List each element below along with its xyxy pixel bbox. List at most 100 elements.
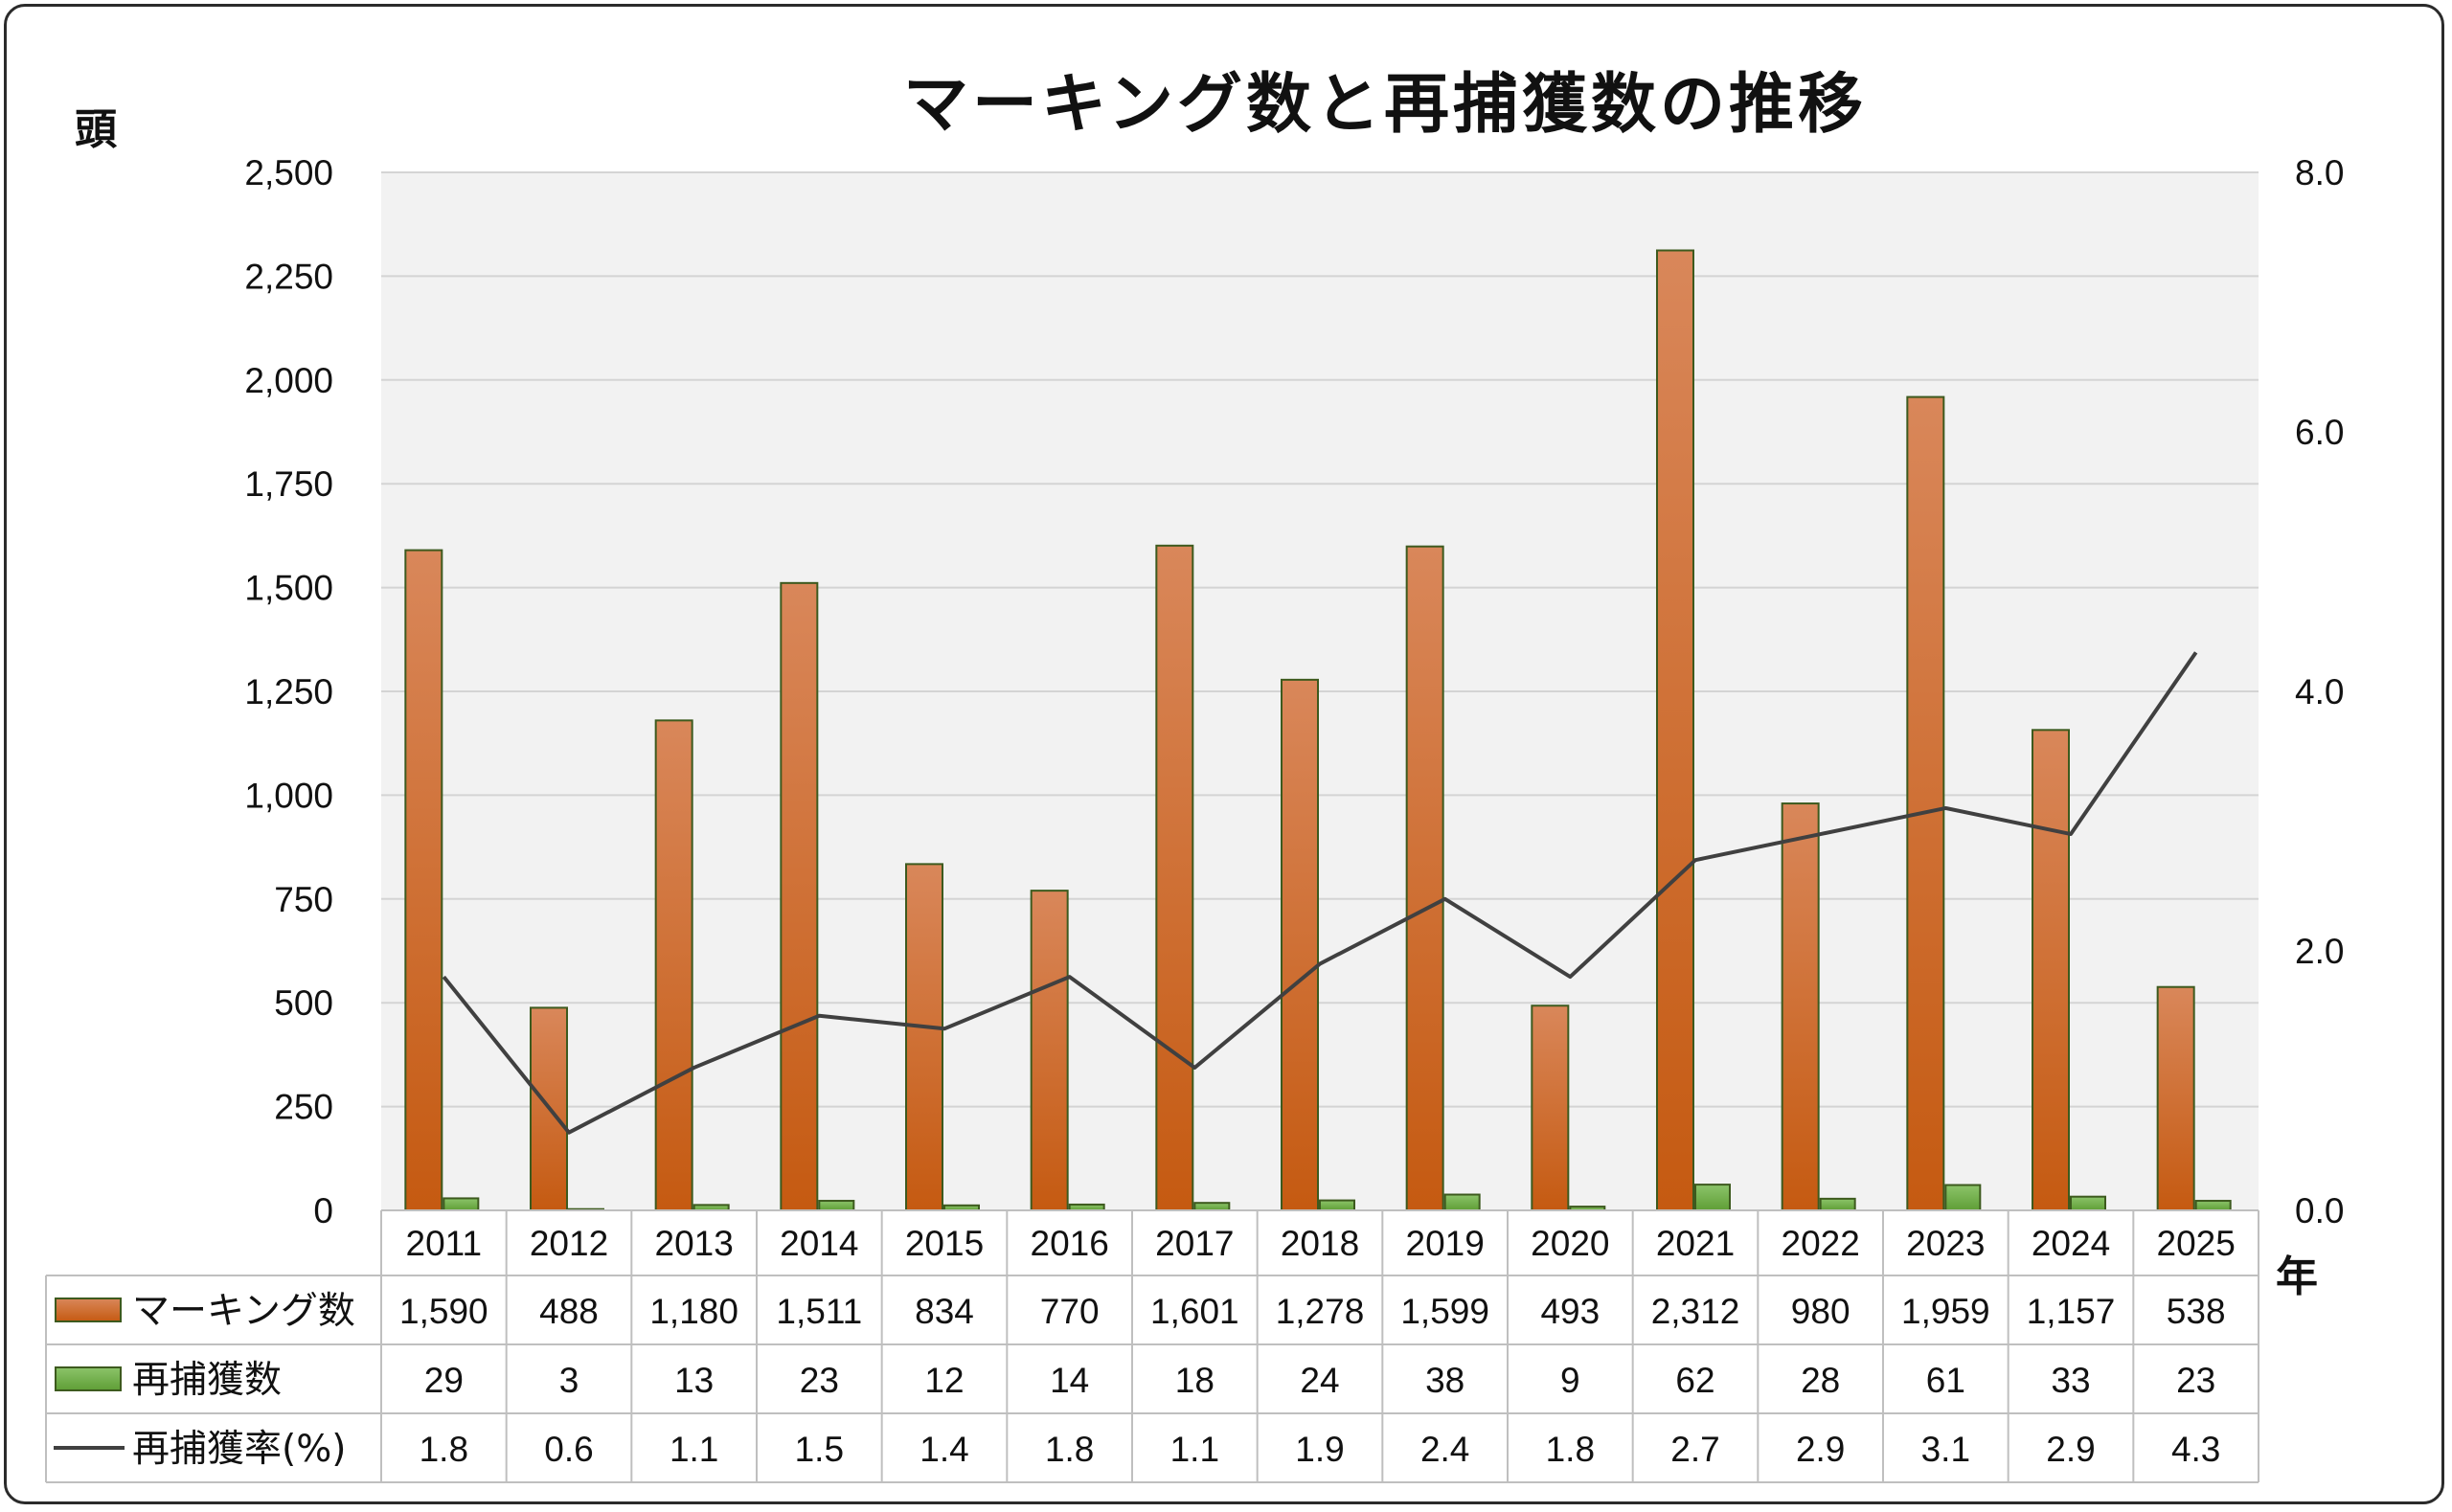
bar-marking xyxy=(1656,249,1694,1212)
data-label: 1,278 xyxy=(1276,1292,1365,1331)
data-label: 1.1 xyxy=(670,1430,718,1469)
legend-key-marking xyxy=(55,1298,122,1322)
x-tick-label: 2015 xyxy=(905,1224,984,1263)
data-label: 1.1 xyxy=(1170,1430,1219,1469)
y2-tick-label: 0.0 xyxy=(2295,1191,2344,1230)
bar-marking xyxy=(905,863,943,1212)
data-label: 1,601 xyxy=(1150,1292,1239,1331)
y-tick-label: 1,250 xyxy=(244,672,333,711)
bar-marking xyxy=(780,581,819,1211)
data-label: 9 xyxy=(1560,1361,1580,1400)
bar-recapture xyxy=(1694,1184,1731,1212)
y2-tick-label: 6.0 xyxy=(2295,413,2344,452)
y2-tick-label: 2.0 xyxy=(2295,932,2344,971)
chart-title: マーキング数と再捕獲数の推移 xyxy=(903,67,1867,143)
data-label: 38 xyxy=(1425,1361,1464,1400)
y-tick-label: 1,000 xyxy=(244,776,333,815)
data-label: 0.6 xyxy=(544,1430,593,1469)
x-tick-label: 2025 xyxy=(2157,1224,2236,1263)
data-label: 980 xyxy=(1791,1292,1850,1331)
data-label: 14 xyxy=(1050,1361,1089,1400)
data-label: 23 xyxy=(2176,1361,2215,1400)
data-label: 3.1 xyxy=(1921,1430,1970,1469)
data-label: 1,511 xyxy=(776,1292,862,1331)
bar-recapture xyxy=(2070,1195,2106,1211)
data-label: 2.9 xyxy=(1796,1430,1845,1469)
x-tick-label: 2013 xyxy=(655,1224,734,1263)
bar-recapture xyxy=(1944,1184,1982,1212)
x-axis-label: 年 xyxy=(2276,1252,2318,1301)
bar-marking xyxy=(1906,395,1945,1212)
data-label: 13 xyxy=(674,1361,714,1400)
bar-marking xyxy=(1155,544,1194,1211)
data-label: 538 xyxy=(2167,1292,2226,1331)
data-label: 23 xyxy=(800,1361,839,1400)
x-tick-label: 2018 xyxy=(1281,1224,1359,1263)
bar-recapture xyxy=(2194,1200,2232,1212)
data-label: 2.7 xyxy=(1670,1430,1719,1469)
y-tick-label: 500 xyxy=(274,983,333,1023)
data-label: 24 xyxy=(1300,1361,1339,1400)
bar-marking xyxy=(1531,1004,1570,1212)
data-label: 1,590 xyxy=(399,1292,488,1331)
y-tick-label: 0 xyxy=(313,1191,333,1230)
data-label: 1,180 xyxy=(649,1292,738,1331)
y-tick-label: 2,500 xyxy=(244,153,333,192)
data-label: 1.4 xyxy=(920,1430,968,1469)
data-label: 28 xyxy=(1801,1361,1840,1400)
data-label: 2.4 xyxy=(1420,1430,1469,1469)
y2-tick-label: 4.0 xyxy=(2295,672,2344,711)
data-label: 18 xyxy=(1175,1361,1215,1400)
data-label: 1,959 xyxy=(1901,1292,1990,1331)
bar-marking xyxy=(1281,678,1319,1211)
data-label: 4.3 xyxy=(2171,1430,2220,1469)
data-label: 1.5 xyxy=(795,1430,844,1469)
data-label: 29 xyxy=(424,1361,464,1400)
x-tick-label: 2016 xyxy=(1031,1224,1109,1263)
y-tick-label: 250 xyxy=(274,1088,333,1127)
bar-marking xyxy=(654,719,693,1211)
data-label: 1,599 xyxy=(1400,1292,1489,1331)
bar-marking xyxy=(1405,545,1444,1211)
y-tick-label: 2,250 xyxy=(244,257,333,296)
bar-recapture xyxy=(1319,1199,1355,1212)
data-label: 770 xyxy=(1040,1292,1100,1331)
data-label: 1.9 xyxy=(1295,1430,1344,1469)
data-label: 1.8 xyxy=(420,1430,468,1469)
y2-tick-label: 8.0 xyxy=(2295,153,2344,192)
data-label: 1,157 xyxy=(2027,1292,2116,1331)
bar-recapture xyxy=(1819,1197,1856,1212)
bar-recapture xyxy=(443,1197,480,1212)
data-label: 1.8 xyxy=(1045,1430,1094,1469)
x-tick-label: 2021 xyxy=(1656,1224,1735,1263)
x-tick-label: 2012 xyxy=(530,1224,608,1263)
y-tick-label: 1,750 xyxy=(244,464,333,504)
bar-marking xyxy=(1781,802,1820,1212)
x-tick-label: 2014 xyxy=(780,1224,858,1263)
data-label: 33 xyxy=(2051,1361,2090,1400)
data-label: 62 xyxy=(1675,1361,1714,1400)
bar-marking xyxy=(404,549,443,1211)
data-label: 493 xyxy=(1540,1292,1600,1331)
y-axis-label: 頭 xyxy=(75,105,118,154)
data-label: 834 xyxy=(915,1292,974,1331)
table-row-label: 再捕獲率(%) xyxy=(132,1428,347,1471)
legend-key-recapture xyxy=(55,1366,122,1391)
data-label: 3 xyxy=(559,1361,579,1400)
data-label: 2.9 xyxy=(2046,1430,2095,1469)
x-tick-label: 2022 xyxy=(1782,1224,1860,1263)
table-row-label: マーキング数 xyxy=(132,1290,355,1333)
data-label: 12 xyxy=(924,1361,964,1400)
bar-recapture xyxy=(818,1200,855,1212)
x-tick-label: 2020 xyxy=(1531,1224,1609,1263)
bar-marking xyxy=(2032,729,2070,1212)
y-tick-label: 2,000 xyxy=(244,361,333,400)
bar-recapture xyxy=(1193,1202,1231,1211)
y-tick-label: 1,500 xyxy=(244,569,333,608)
bar-recapture xyxy=(1443,1193,1481,1211)
bar-marking xyxy=(2156,985,2195,1211)
x-tick-label: 2019 xyxy=(1406,1224,1485,1263)
bar-marking xyxy=(1030,890,1069,1211)
table-row-label: 再捕獲数 xyxy=(132,1359,282,1402)
